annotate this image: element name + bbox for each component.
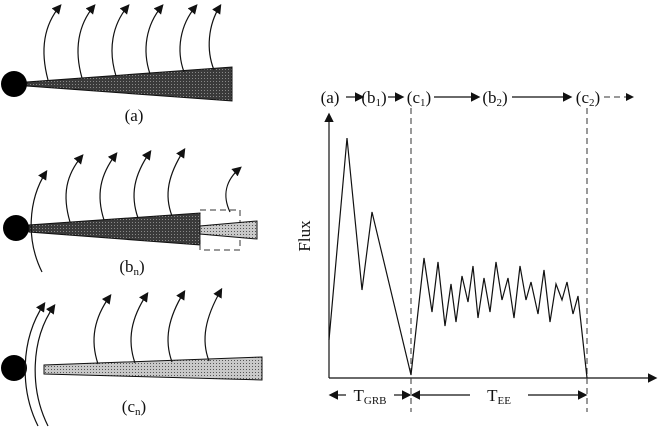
y-axis-label: Flux xyxy=(295,220,314,252)
subscript: 1 xyxy=(376,97,382,109)
subscript: 2 xyxy=(589,97,595,109)
stage-label: (c1) xyxy=(407,88,431,109)
label-text: ) xyxy=(141,397,147,416)
panel-label: (bn) xyxy=(119,257,144,278)
arrow xyxy=(208,3,222,71)
label-text: ) xyxy=(426,88,432,107)
label-text: (a) xyxy=(321,88,340,107)
arrow xyxy=(179,4,198,73)
subscript: 2 xyxy=(497,97,503,109)
interval-label: TGRB xyxy=(353,386,386,407)
arrow xyxy=(24,302,46,427)
label-text: T xyxy=(487,386,498,405)
label-text: (a) xyxy=(125,106,144,125)
arrow xyxy=(167,147,186,217)
jet xyxy=(26,66,233,102)
label-text: (b xyxy=(119,257,133,276)
panel-label: (a) xyxy=(125,106,144,125)
label-text: (c xyxy=(576,88,590,107)
label-text: (b xyxy=(482,88,496,107)
subscript: GRB xyxy=(364,395,387,407)
central-engine xyxy=(1,355,27,381)
label-text: ) xyxy=(381,88,387,107)
arrow xyxy=(43,4,62,81)
arrow xyxy=(111,4,130,77)
subscript: n xyxy=(135,406,141,418)
label-text: T xyxy=(353,386,364,405)
jet-tail xyxy=(199,220,258,240)
arrow xyxy=(30,169,48,273)
flux-curve xyxy=(328,137,588,379)
label-text: (c xyxy=(122,397,136,416)
label-text: (c xyxy=(407,88,421,107)
panel-label: (cn) xyxy=(122,397,146,418)
jet xyxy=(43,356,263,381)
arrow xyxy=(99,152,118,221)
label-text: ) xyxy=(502,88,508,107)
arrow xyxy=(130,292,149,364)
arrow xyxy=(204,287,223,362)
arrow xyxy=(65,154,84,223)
arrow xyxy=(77,4,96,79)
arrow xyxy=(145,4,164,75)
stage-label: (b1) xyxy=(361,88,386,109)
arrow xyxy=(167,289,186,363)
arrow xyxy=(225,166,242,213)
panel-bn: (bn) xyxy=(3,147,258,278)
central-engine xyxy=(1,71,27,97)
stage-label: (c2) xyxy=(576,88,600,109)
stage-label: (a) xyxy=(321,88,340,107)
central-engine xyxy=(3,215,29,241)
flux-plot: (a) (b1) (c1) (b2) (c2) Flux TGRB TEE xyxy=(295,88,658,412)
interval-label: TEE xyxy=(487,386,511,407)
label-text: (b xyxy=(361,88,375,107)
stage-label: (b2) xyxy=(482,88,507,109)
arrow xyxy=(133,150,152,219)
arrow xyxy=(93,294,112,365)
panel-a: (a) xyxy=(1,3,233,125)
subscript: EE xyxy=(497,395,511,407)
arrow xyxy=(34,304,56,427)
label-text: ) xyxy=(139,257,145,276)
label-text: ) xyxy=(595,88,601,107)
subscript: 1 xyxy=(420,97,426,109)
subscript: n xyxy=(134,266,140,278)
jet xyxy=(28,212,201,246)
panel-cn: (cn) xyxy=(1,287,263,427)
